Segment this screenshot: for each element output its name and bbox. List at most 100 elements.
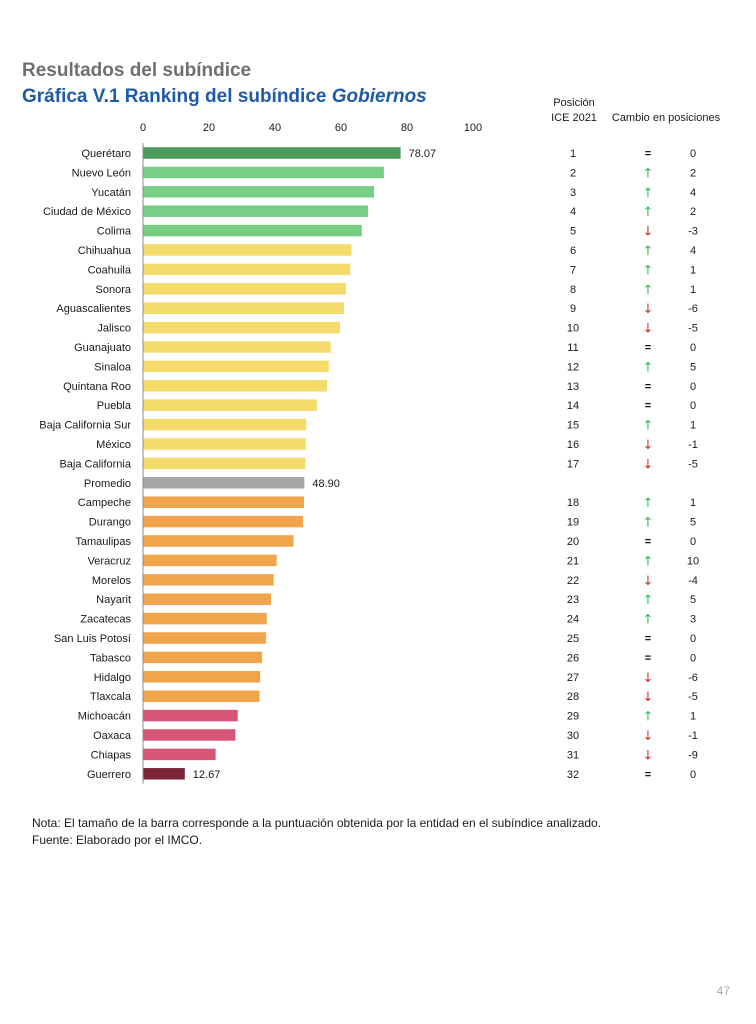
chart-title: Gráfica V.1 Ranking del subíndice Gobier… xyxy=(22,86,427,108)
bar xyxy=(143,224,362,237)
equal-sign-icon: = xyxy=(645,769,651,781)
arrow-down-icon: ↓ xyxy=(643,457,654,472)
position-value: 5 xyxy=(570,226,576,238)
arrow-up-icon: ↑ xyxy=(643,244,654,259)
position-value: 18 xyxy=(567,497,579,509)
arrow-down-icon: ↓ xyxy=(643,322,654,337)
arrow-down-icon: ↓ xyxy=(643,748,654,763)
category-label: Tamaulipas xyxy=(75,536,131,548)
category-label: Jalisco xyxy=(97,323,131,335)
bar xyxy=(143,418,307,431)
category-label: Nuevo León xyxy=(72,167,131,179)
position-value: 26 xyxy=(567,652,579,664)
bar xyxy=(143,341,331,353)
position-value: 8 xyxy=(570,284,576,296)
category-label: Hidalgo xyxy=(94,672,131,684)
category-label: Veracruz xyxy=(88,555,131,567)
category-label: Sonora xyxy=(96,284,132,296)
position-value: 15 xyxy=(567,420,579,432)
footnote-note: Nota: El tamaño de la barra corresponde … xyxy=(32,816,602,830)
bar xyxy=(143,283,346,295)
position-column-header: Posición ICE 2021 xyxy=(551,97,597,124)
x-tick-label: 100 xyxy=(464,122,482,134)
bar xyxy=(143,496,305,508)
bar xyxy=(143,205,369,217)
category-label: Oaxaca xyxy=(93,730,132,742)
category-label: Tabasco xyxy=(90,652,131,664)
position-value: 6 xyxy=(570,245,576,257)
category-label: Puebla xyxy=(97,400,132,412)
arrow-up-icon: ↑ xyxy=(643,263,654,278)
change-value: 0 xyxy=(690,381,696,393)
position-value: 13 xyxy=(567,381,579,393)
bar xyxy=(143,709,238,722)
change-value: -4 xyxy=(688,575,698,587)
position-value: 16 xyxy=(567,439,579,451)
bar xyxy=(143,477,305,489)
arrow-up-icon: ↑ xyxy=(643,360,654,375)
bar xyxy=(143,554,277,567)
bar xyxy=(143,244,352,256)
arrow-up-icon: ↑ xyxy=(643,516,654,531)
equal-sign-icon: = xyxy=(645,633,651,645)
arrow-down-icon: ↓ xyxy=(643,671,654,686)
position-value: 24 xyxy=(567,614,579,626)
change-value: 3 xyxy=(690,614,696,626)
chart-title-italic: Gobiernos xyxy=(331,86,427,107)
position-value: 3 xyxy=(570,187,576,199)
position-value: 25 xyxy=(567,633,579,645)
category-label: Campeche xyxy=(78,497,131,509)
category-label: Ciudad de México xyxy=(43,206,131,218)
change-value: 0 xyxy=(690,536,696,548)
position-value: 9 xyxy=(570,303,576,315)
position-value: 27 xyxy=(567,672,579,684)
change-value: -3 xyxy=(688,226,698,238)
position-value: 32 xyxy=(567,769,579,781)
bar xyxy=(143,515,304,528)
position-value: 10 xyxy=(567,323,579,335)
bar xyxy=(143,399,317,411)
category-label: Sinaloa xyxy=(94,361,132,373)
arrow-down-icon: ↓ xyxy=(643,690,654,705)
position-value: 2 xyxy=(570,167,576,179)
category-label: Chihuahua xyxy=(78,245,132,257)
category-label: Nayarit xyxy=(96,594,131,606)
arrow-up-icon: ↑ xyxy=(643,205,654,220)
position-value: 4 xyxy=(570,206,576,218)
change-value: 0 xyxy=(690,148,696,160)
change-value: -1 xyxy=(688,730,698,742)
category-label: Colima xyxy=(97,226,132,238)
change-value: 5 xyxy=(690,517,696,529)
category-label: Morelos xyxy=(92,575,132,587)
page-number: 47 xyxy=(716,984,730,998)
change-value: 0 xyxy=(690,400,696,412)
change-value: 2 xyxy=(690,206,696,218)
bar xyxy=(143,438,306,450)
position-value: 1 xyxy=(570,148,576,160)
bar xyxy=(143,729,236,741)
change-value: 0 xyxy=(690,652,696,664)
footnote-source: Fuente: Elaborado por el IMCO. xyxy=(32,833,203,847)
equal-sign-icon: = xyxy=(645,400,651,412)
position-value: 30 xyxy=(567,730,579,742)
x-tick-label: 40 xyxy=(269,122,281,134)
bar xyxy=(143,321,341,334)
category-label: Baja California xyxy=(59,458,131,470)
category-label: Yucatán xyxy=(91,187,131,199)
category-label: Aguascalientes xyxy=(56,303,131,315)
bar xyxy=(143,690,260,702)
bar-value-label: 48.90 xyxy=(312,478,340,490)
x-tick-label: 0 xyxy=(140,122,146,134)
change-value: 10 xyxy=(687,555,699,567)
change-value: -6 xyxy=(688,303,698,315)
change-column-header: Cambio en posiciones xyxy=(611,112,721,124)
position-value: 28 xyxy=(567,691,579,703)
bar xyxy=(143,574,274,586)
change-value: 4 xyxy=(690,187,696,199)
arrow-up-icon: ↑ xyxy=(643,496,654,511)
change-value: -5 xyxy=(688,691,698,703)
position-value: 21 xyxy=(567,555,579,567)
section-subtitle: Resultados del subíndice xyxy=(22,60,252,81)
category-label: Coahuila xyxy=(88,264,132,276)
position-value: 19 xyxy=(567,517,579,529)
